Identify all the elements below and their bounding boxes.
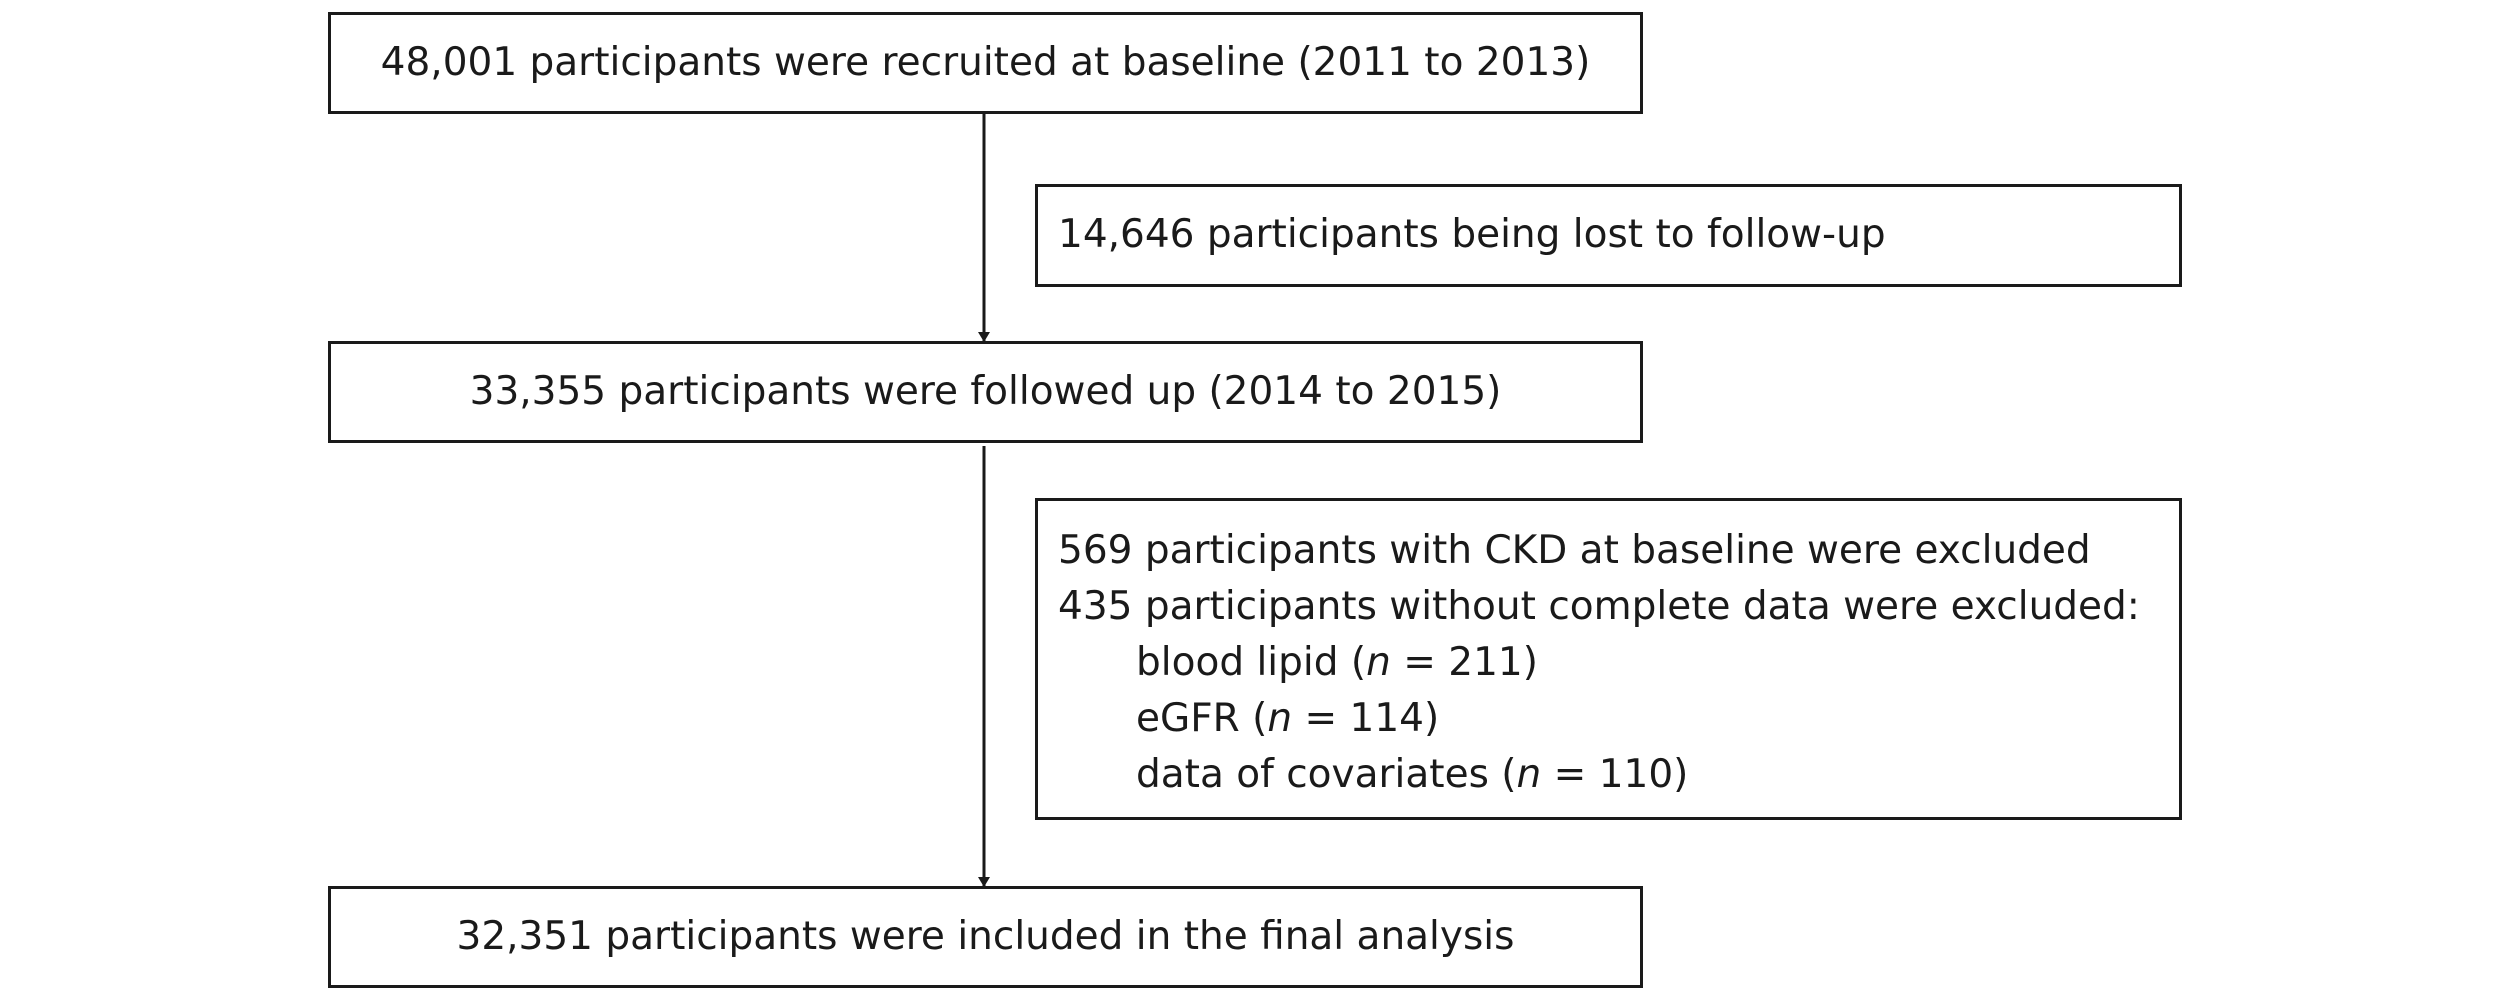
exclusion-box: 569 participants with CKD at baseline we… xyxy=(1035,498,2182,820)
exclusion-incomplete-text: 435 participants without complete data w… xyxy=(1058,584,2140,629)
final-analysis-text: 32,351 participants were included in the… xyxy=(456,913,1515,959)
exclusion-item-blood-lipid: blood lipid (n = 211) xyxy=(1136,640,1538,685)
exclusion-item-egfr: eGFR (n = 114) xyxy=(1136,696,1440,741)
recruited-box: 48,001 participants were recruited at ba… xyxy=(328,12,1643,114)
exclusion-item-covariates: data of covariates (n = 110) xyxy=(1136,752,1689,797)
followed-up-box: 33,355 participants were followed up (20… xyxy=(328,341,1643,443)
recruited-text: 48,001 participants were recruited at ba… xyxy=(380,39,1591,85)
lost-to-follow-up-text: 14,646 participants being lost to follow… xyxy=(1058,212,1886,258)
final-analysis-box: 32,351 participants were included in the… xyxy=(328,886,1643,988)
followed-up-text: 33,355 participants were followed up (20… xyxy=(469,368,1502,414)
exclusion-ckd-text: 569 participants with CKD at baseline we… xyxy=(1058,528,2091,573)
lost-to-follow-up-box: 14,646 participants being lost to follow… xyxy=(1035,184,2182,287)
